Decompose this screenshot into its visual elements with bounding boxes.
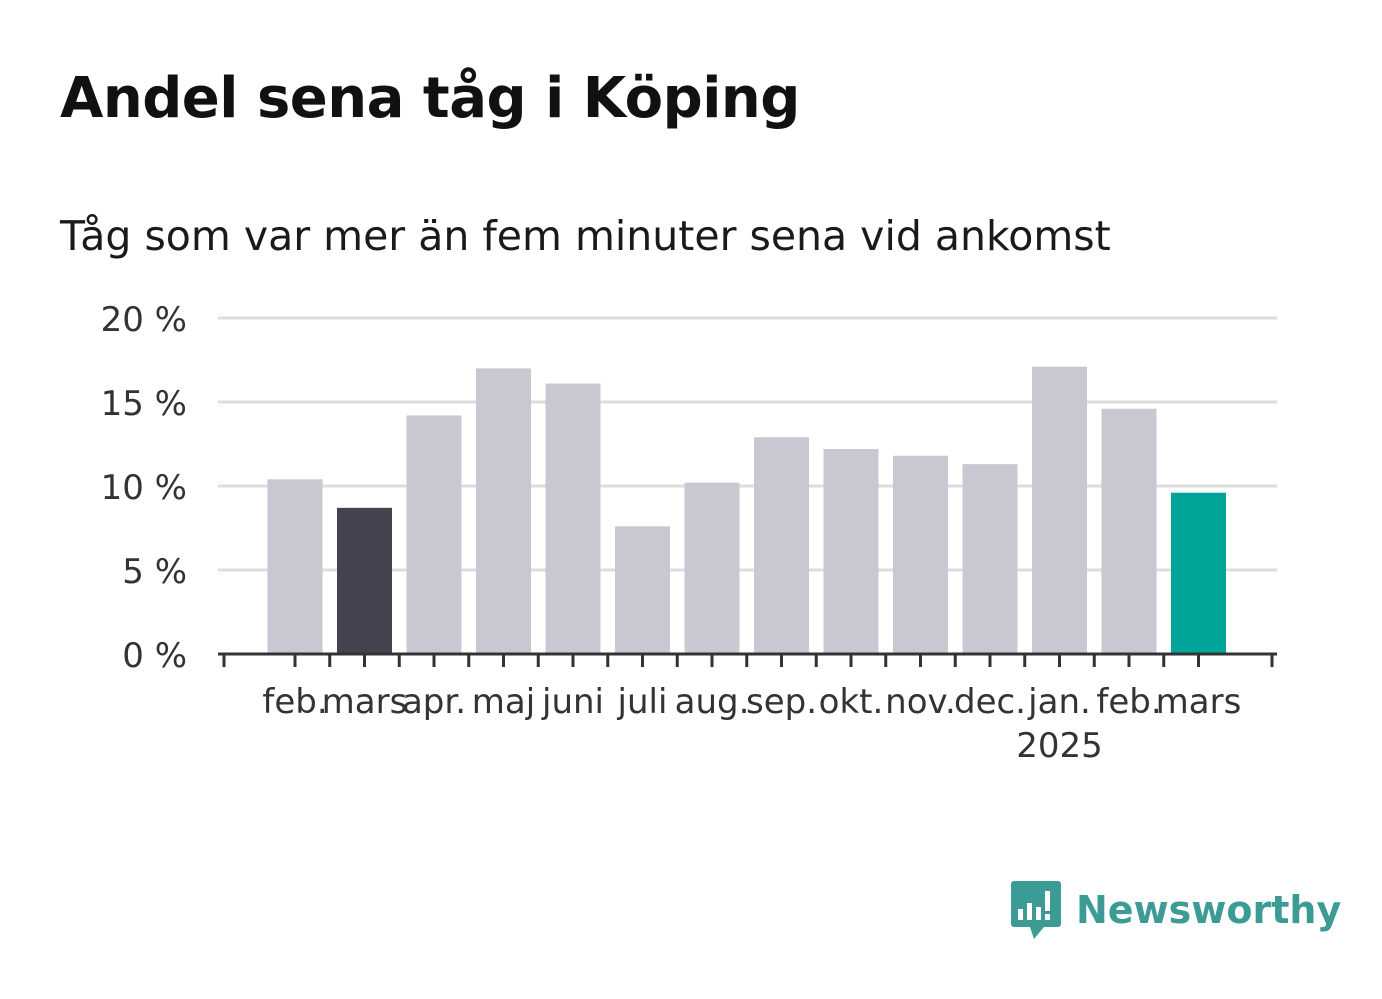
x-tick-label: jan. [1027,682,1091,722]
x-tick-label: aug. [675,682,750,722]
bar [684,482,740,654]
x-tick-label: feb. [1096,682,1161,722]
x-year-label: 2025 [1016,726,1103,766]
x-tick-label: mars [322,682,408,722]
bar [893,455,948,654]
bar [823,449,879,654]
x-tick-label: apr. [402,682,466,722]
brand: Newsworthy [1010,878,1341,942]
bar [1171,492,1226,654]
bar [406,415,462,654]
x-tick-label: juni [541,682,604,722]
bar [545,383,601,654]
bar [1032,366,1087,654]
y-tick-label: 5 % [122,552,187,592]
x-tick-label: nov. [885,682,956,722]
bar [1101,408,1157,654]
y-tick-label: 20 % [101,300,187,340]
y-tick-label: 10 % [101,468,187,508]
brand-name: Newsworthy [1076,888,1342,932]
y-tick-label: 0 % [122,636,187,676]
x-tick-label: dec. [954,682,1026,722]
x-tick-label: sep. [746,682,817,722]
chart-title: Andel sena tåg i Köping [60,66,800,131]
x-tick-label: feb. [262,682,327,722]
chart-subtitle: Tåg som var mer än fem minuter sena vid … [60,212,1111,260]
y-tick-label: 15 % [101,384,187,424]
bar [267,479,323,654]
newsworthy-logo-icon [1011,881,1061,939]
x-tick-label: maj [472,682,535,722]
x-tick-label: mars [1156,682,1242,722]
x-tick-label: okt. [819,682,884,722]
bar [754,437,809,654]
bar [615,526,670,654]
bar [962,464,1018,654]
bar [476,368,531,654]
x-tick-label: juli [617,682,668,722]
bar [337,507,392,654]
